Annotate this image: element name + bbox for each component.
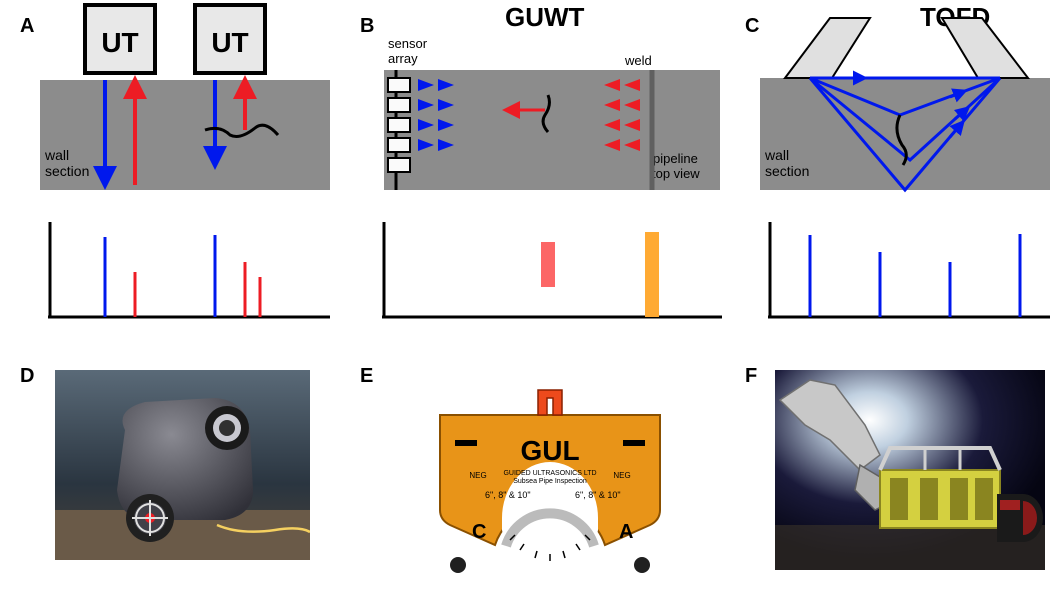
panel-e-photo: GUL NEG NEG GUIDED ULTRASONICS LTD Subse… [400,370,700,580]
panel-b-diagram: sensor array weld pipeline top view [380,35,740,235]
svg-text:6", 8" & 10": 6", 8" & 10" [485,490,531,500]
svg-text:wall: wall [764,147,789,163]
panel-f-photo [775,370,1045,570]
panel-c-diagram: wall section [760,0,1059,200]
panel-label-d: D [20,365,34,388]
panel-a-signal [0,212,340,332]
panel-b-title: GUWT [505,2,584,33]
ut-box-1-label: UT [101,27,138,58]
svg-text:GUL: GUL [520,435,579,466]
svg-text:GUIDED ULTRASONICS LTD: GUIDED ULTRASONICS LTD [503,470,596,477]
panel-label-f: F [745,365,757,388]
ut-box-2-label: UT [211,27,248,58]
svg-text:section: section [45,163,89,179]
panel-b-signal [380,212,740,332]
panel-label-e: E [360,365,373,388]
svg-text:weld: weld [624,53,652,68]
svg-text:pipeline: pipeline [653,151,698,166]
svg-text:Subsea Pipe Inspection: Subsea Pipe Inspection [513,478,587,485]
svg-text:6", 8" & 10": 6", 8" & 10" [575,490,621,500]
svg-text:A: A [619,521,633,543]
svg-text:wall: wall [44,147,69,163]
svg-text:array: array [388,51,418,66]
panel-label-b: B [360,15,374,38]
svg-text:sensor: sensor [388,36,428,51]
panel-d-photo [55,370,310,560]
panel-a-diagram: UT UT wall section [0,0,340,200]
svg-text:NEG: NEG [469,471,486,480]
panel-c-signal [760,212,1059,332]
svg-text:NEG: NEG [613,471,630,480]
svg-text:C: C [472,521,486,543]
svg-text:section: section [765,163,809,179]
panel-label-c: C [745,15,759,38]
svg-text:top view: top view [652,166,700,181]
